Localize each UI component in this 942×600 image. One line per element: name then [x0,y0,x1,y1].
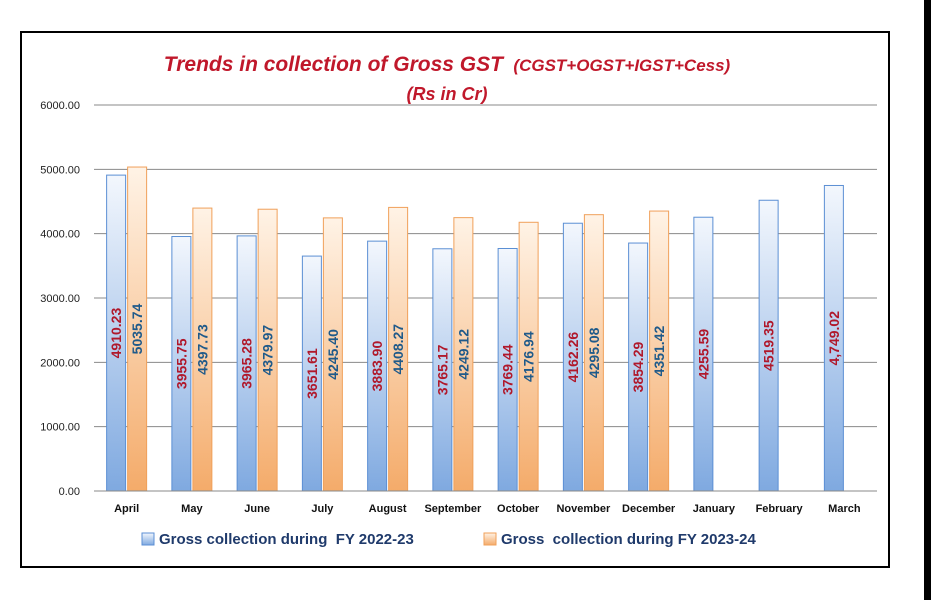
page-edge-rule [924,0,931,600]
data-label-fy2023-24: 4351.42 [651,326,667,377]
legend: Gross collection during FY 2022-23 Gross… [141,531,756,548]
x-tick-label: December [622,503,676,515]
legend-label-fy2022: Gross collection during FY 2022-23 [159,531,414,548]
data-label-fy2022-23: 3854.29 [630,342,646,393]
data-label-fy2022-23: 3965.28 [239,338,255,389]
x-tick-label: July [311,503,334,515]
data-label-fy2023-24: 4397.73 [194,324,210,375]
y-tick-label: 4000.00 [40,229,80,241]
data-label-fy2023-24: 5035.74 [129,304,145,355]
x-tick-label: January [693,503,736,515]
y-tick-label: 5000.00 [40,164,80,176]
bars [106,166,844,492]
gst-bar-chart: Trends in collection of Gross GST (CGST+… [40,53,877,548]
data-label-fy2022-23: 4162.26 [565,332,581,383]
x-tick-label: April [114,503,139,515]
y-tick-label: 2000.00 [40,357,80,369]
chart-title-main: Trends in collection of Gross GST [164,53,505,76]
x-tick-label: February [756,503,804,515]
data-label-fy2022-23: 4910.23 [108,308,124,359]
chart-frame: Trends in collection of Gross GST (CGST+… [20,31,890,568]
data-label-fy2022-23: 3955.75 [173,338,189,389]
x-tick-label: June [244,503,270,515]
chart-title: Trends in collection of Gross GST (CGST+… [164,53,731,76]
data-label-fy2022-23: 4255.59 [695,329,711,380]
y-tick-label: 6000.00 [40,100,80,112]
data-label-fy2023-24: 4176.94 [521,331,537,382]
x-tick-label: November [556,503,611,515]
y-tick-label: 1000.00 [40,422,80,434]
y-tick-label: 0.00 [59,486,80,498]
gridlines [94,104,877,428]
y-tick-label: 3000.00 [40,293,80,305]
data-label-fy2023-24: 4249.12 [455,329,471,380]
data-label-fy2022-23: 3651.61 [304,348,320,399]
y-axis-ticks: 0.00 1000.00 2000.00 3000.00 4000.00 5000.00 6… [40,100,80,498]
legend-swatch-fy2022 [141,532,155,546]
x-axis-ticks: April May June July August September October No… [114,503,861,515]
chart-title-suffix: (CGST+OGST+IGST+Cess) [513,56,730,75]
data-label-fy2023-24: 4295.08 [586,327,602,378]
legend-swatch-fy2023 [483,532,497,546]
data-label-fy2023-24: 4408.27 [390,324,406,375]
legend-label-fy2023: Gross collection during FY 2023-24 [501,531,756,548]
data-label-fy2023-24: 4379.97 [260,325,276,376]
data-label-fy2022-23: 3765.17 [434,344,450,395]
data-label-fy2022-23: 4,749.02 [826,311,842,366]
x-tick-label: October [497,503,540,515]
data-label-fy2022-23: 4519.35 [761,320,777,371]
x-tick-label: March [828,503,861,515]
data-label-fy2022-23: 3883.90 [369,341,385,392]
data-label-fy2023-24: 4245.40 [325,329,341,380]
x-tick-label: August [369,503,407,515]
x-tick-label: September [424,503,482,515]
x-tick-label: May [181,503,203,515]
data-label-fy2022-23: 3769.44 [500,344,516,395]
chart-subtitle: (Rs in Cr) [407,84,488,104]
data-labels: 4910.23 5035.74 3955.75 4397.73 3965.28 4379.… [108,304,842,399]
